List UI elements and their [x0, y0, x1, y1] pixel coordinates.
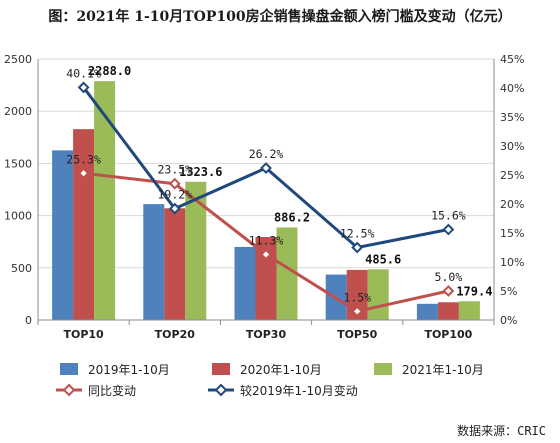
right-tick-label: 20%: [500, 198, 524, 211]
left-tick-label: 500: [11, 262, 32, 275]
right-tick-label: 30%: [500, 140, 524, 153]
bar: [458, 301, 480, 320]
line-marker: [168, 177, 181, 190]
line-value-label: 11.3%: [249, 233, 284, 247]
bar: [185, 181, 207, 320]
bar: [164, 208, 186, 320]
line-marker: [351, 241, 364, 254]
bar: [52, 150, 74, 320]
bar: [73, 129, 95, 320]
bar: [276, 227, 298, 320]
legend-swatch: [60, 363, 78, 375]
line-value-label: 12.5%: [340, 227, 375, 241]
line-marker: [77, 167, 90, 180]
category-label: TOP20: [155, 328, 196, 341]
label-layer: 2288.0 1323.6 886.2 485.6 179.4 25.3% 23.5% 11.…: [66, 64, 492, 304]
right-tick-label: 5%: [500, 285, 517, 298]
legend-marker: [62, 383, 76, 397]
right-tick-label: 15%: [500, 227, 524, 240]
legend-label: 2021年1-10月: [402, 363, 484, 377]
category-label: TOP100: [424, 328, 472, 341]
line-marker: [77, 81, 90, 94]
line-marker: [442, 285, 455, 297]
legend-label: 同比变动: [88, 383, 136, 398]
right-tick-label: 25%: [500, 169, 524, 182]
bar: [234, 246, 256, 320]
right-tick-label: 0%: [500, 314, 517, 327]
legend-swatch: [374, 363, 392, 375]
line-marker: [260, 162, 272, 174]
bar-layer: [52, 81, 480, 320]
line-value-label: 23.5%: [157, 163, 192, 177]
right-tick-label: 10%: [500, 256, 524, 269]
bar: [416, 303, 438, 320]
right-tick-label: 45%: [500, 53, 524, 66]
line-marker: [442, 223, 455, 236]
bar: [437, 302, 459, 320]
source-note: 数据来源：CRIC: [457, 424, 546, 438]
bar: [94, 81, 116, 320]
legend-marker: [214, 383, 228, 397]
left-tick-label: 1500: [4, 157, 32, 170]
line-marker: [260, 248, 272, 261]
line-value-label: 15.6%: [431, 209, 466, 223]
axis-layer: 0 500 1000 1500 2000 2500 0% 5% 10% 15% 20% 25% 30% 3…: [4, 53, 524, 341]
chart-title: 图：2021年 1-10月TOP100房企销售操盘金额入榜门槛及变动（亿元）: [48, 9, 512, 25]
right-tick-label: 40%: [500, 82, 524, 95]
bar-value-label: 2288.0: [88, 64, 131, 78]
legend-label: 2020年1-10月: [240, 363, 322, 377]
left-tick-label: 2500: [4, 53, 32, 66]
line-value-label: 1.5%: [343, 290, 371, 304]
line-marker: [168, 202, 181, 215]
left-tick-label: 0: [25, 314, 32, 327]
legend-label: 2019年1-10月: [88, 363, 170, 377]
left-tick-label: 2000: [4, 105, 32, 118]
line-value-label: 26.2%: [249, 147, 284, 161]
category-label: TOP10: [63, 328, 104, 341]
line-marker: [351, 305, 364, 318]
line-value-label: 5.0%: [435, 270, 463, 284]
bar-value-label: 179.4: [456, 284, 492, 298]
bar-value-label: 1323.6: [179, 165, 222, 179]
legend-label: 较2019年1-10月变动: [240, 383, 358, 398]
line-value-label: 19.2%: [157, 188, 192, 202]
line-layer: [77, 81, 455, 318]
line-value-label: 25.3%: [66, 152, 101, 166]
right-tick-label: 35%: [500, 111, 524, 124]
category-label: TOP30: [246, 328, 287, 341]
category-label: TOP50: [337, 328, 378, 341]
left-tick-label: 1000: [4, 210, 32, 223]
bar: [143, 204, 165, 320]
bar-value-label: 886.2: [274, 210, 310, 224]
legend-swatch: [212, 363, 230, 375]
line-value-label: 40.1%: [66, 66, 101, 80]
bar-value-label: 485.6: [365, 252, 401, 266]
